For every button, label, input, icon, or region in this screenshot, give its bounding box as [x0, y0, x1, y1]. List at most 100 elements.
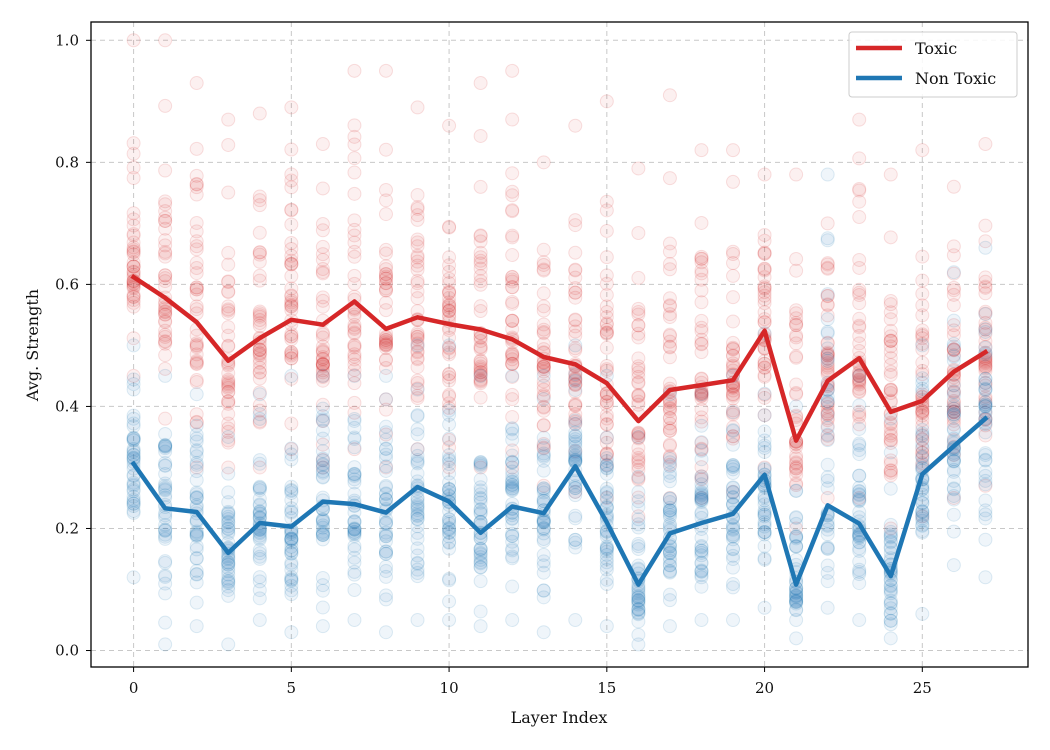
- scatter-point-toxic: [315, 357, 330, 372]
- scatter-point-toxic: [221, 306, 236, 321]
- scatter-point-toxic: [378, 331, 393, 346]
- scatter-point-toxic: [315, 351, 330, 366]
- scatter-point-toxic: [126, 244, 141, 259]
- scatter-point-toxic: [410, 327, 425, 342]
- scatter-point-toxic: [599, 299, 614, 314]
- scatter-point-nontoxic: [757, 505, 772, 520]
- scatter-point-toxic: [158, 268, 173, 283]
- scatter-point-toxic: [757, 262, 772, 277]
- scatter-point-nontoxic: [221, 564, 236, 579]
- scatter-point-toxic: [568, 285, 583, 300]
- scatter-point-toxic: [568, 290, 583, 305]
- scatter-point-toxic: [189, 234, 204, 249]
- scatter-point-toxic: [599, 490, 614, 505]
- scatter-point-toxic: [473, 368, 488, 383]
- scatter-point-toxic: [189, 280, 204, 295]
- scatter-point-toxic: [252, 316, 267, 331]
- scatter-point-toxic: [536, 299, 551, 314]
- scatter-point-toxic: [410, 276, 425, 291]
- scatter-point-toxic: [757, 387, 772, 402]
- scatter-point-toxic: [726, 484, 741, 499]
- scatter-point-toxic: [189, 215, 204, 230]
- scatter-point-toxic: [442, 370, 457, 385]
- scatter-point-toxic: [599, 322, 614, 337]
- scatter-point-nontoxic: [315, 368, 330, 383]
- scatter-point-toxic: [662, 327, 677, 342]
- scatter-point-toxic: [694, 472, 709, 487]
- scatter-point-toxic: [505, 392, 520, 407]
- scatter-point-toxic: [536, 322, 551, 337]
- scatter-point-toxic: [757, 296, 772, 311]
- scatter-point-toxic: [536, 325, 551, 340]
- scatter-point-nontoxic: [221, 429, 236, 444]
- scatter-point-nontoxic: [915, 338, 930, 353]
- scatter-point-nontoxic: [126, 475, 141, 490]
- scatter-point-toxic: [978, 137, 993, 152]
- scatter-point-toxic: [536, 418, 551, 433]
- scatter-point-toxic: [694, 387, 709, 402]
- scatter-point-toxic: [662, 438, 677, 453]
- scatter-point-toxic: [315, 137, 330, 152]
- scatter-point-toxic: [221, 396, 236, 411]
- scatter-point-toxic: [284, 288, 299, 303]
- scatter-point-toxic: [599, 417, 614, 432]
- scatter-point-toxic: [410, 250, 425, 265]
- scatter-point-toxic: [158, 361, 173, 376]
- scatter-point-nontoxic: [757, 424, 772, 439]
- scatter-point-toxic: [631, 375, 646, 390]
- scatter-point-nontoxic: [789, 631, 804, 646]
- scatter-point-toxic: [126, 228, 141, 243]
- scatter-point-toxic: [757, 261, 772, 276]
- scatter-point-toxic: [189, 407, 204, 422]
- scatter-point-toxic: [757, 270, 772, 285]
- scatter-point-toxic: [473, 304, 488, 319]
- scatter-point-nontoxic: [189, 551, 204, 566]
- scatter-point-nontoxic: [631, 517, 646, 532]
- scatter-point-toxic: [789, 311, 804, 326]
- scatter-point-toxic: [505, 357, 520, 372]
- scatter-point-toxic: [820, 351, 835, 366]
- scatter-point-toxic: [568, 397, 583, 412]
- scatter-point-toxic: [789, 387, 804, 402]
- scatter-point-toxic: [662, 437, 677, 452]
- scatter-point-toxic: [599, 446, 614, 461]
- scatter-point-toxic: [442, 304, 457, 319]
- scatter-point-nontoxic: [852, 484, 867, 499]
- scatter-point-toxic: [284, 217, 299, 232]
- scatter-point-toxic: [978, 274, 993, 289]
- scatter-point-nontoxic: [442, 448, 457, 463]
- scatter-point-toxic: [757, 246, 772, 261]
- scatter-point-toxic: [694, 263, 709, 278]
- scatter-point-toxic: [505, 270, 520, 285]
- scatter-point-toxic: [158, 329, 173, 344]
- scatter-point-toxic: [284, 236, 299, 251]
- scatter-point-toxic: [347, 352, 362, 367]
- scatter-point-toxic: [252, 346, 267, 361]
- scatter-point-toxic: [473, 361, 488, 376]
- scatter-point-toxic: [599, 316, 614, 331]
- scatter-point-nontoxic: [599, 577, 614, 592]
- scatter-point-nontoxic: [662, 465, 677, 480]
- scatter-point-toxic: [315, 453, 330, 468]
- scatter-point-toxic: [158, 244, 173, 259]
- scatter-point-nontoxic: [726, 529, 741, 544]
- scatter-point-toxic: [347, 228, 362, 243]
- scatter-point-toxic: [536, 242, 551, 257]
- scatter-point-toxic: [662, 423, 677, 438]
- scatter-point-toxic: [662, 411, 677, 426]
- scatter-point-toxic: [536, 436, 551, 451]
- scatter-point-nontoxic: [221, 495, 236, 510]
- scatter-point-toxic: [599, 325, 614, 340]
- scatter-point-nontoxic: [946, 353, 961, 368]
- scatter-point-toxic: [473, 245, 488, 260]
- scatter-point-toxic: [662, 328, 677, 343]
- scatter-point-nontoxic: [726, 580, 741, 595]
- scatter-point-toxic: [757, 369, 772, 384]
- scatter-point-toxic: [284, 351, 299, 366]
- scatter-point-toxic: [789, 251, 804, 266]
- scatter-point-toxic: [694, 441, 709, 456]
- scatter-point-nontoxic: [284, 583, 299, 598]
- scatter-point-toxic: [410, 212, 425, 227]
- scatter-point-toxic: [347, 442, 362, 457]
- scatter-point-toxic: [473, 354, 488, 369]
